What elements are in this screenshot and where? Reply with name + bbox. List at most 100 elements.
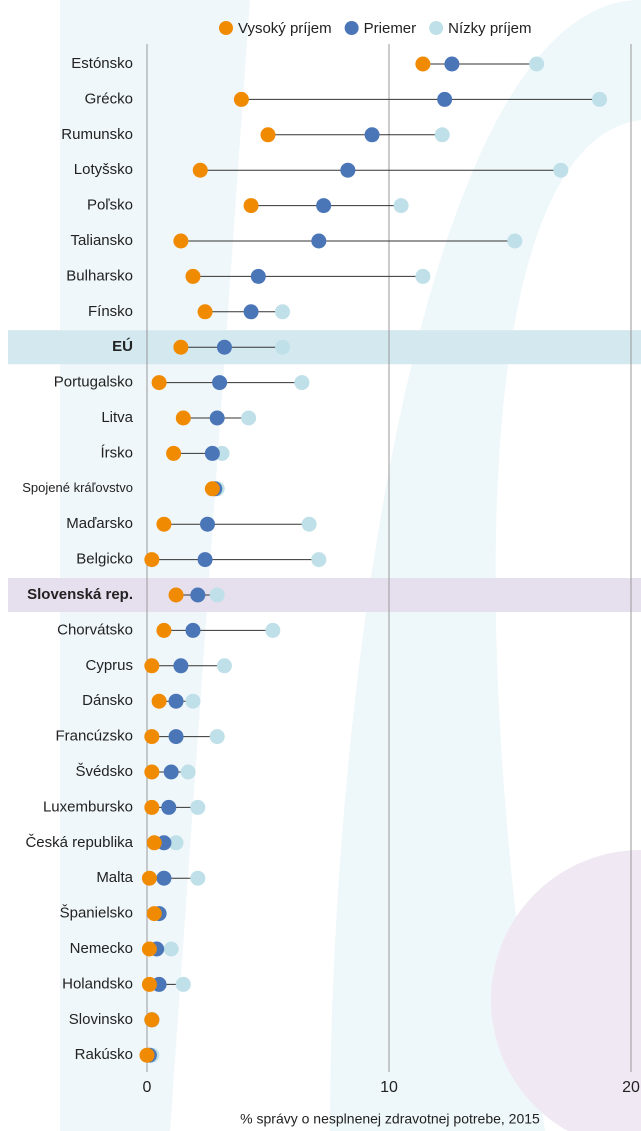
category-label: Litva xyxy=(101,409,133,426)
x-tick-label: 20 xyxy=(622,1079,640,1096)
dot xyxy=(243,304,259,320)
dot xyxy=(156,870,172,886)
dot xyxy=(311,552,327,568)
dot xyxy=(507,233,523,249)
dot xyxy=(209,729,225,745)
dot xyxy=(197,304,213,320)
dot xyxy=(275,339,291,355)
category-label: Maďarsko xyxy=(66,515,133,532)
category-label: Švédsko xyxy=(75,763,133,780)
dot xyxy=(209,410,225,426)
category-label: EÚ xyxy=(112,337,133,355)
category-label: Rumunsko xyxy=(61,126,133,143)
category-label: Portugalsko xyxy=(54,374,133,391)
dot xyxy=(144,1012,160,1028)
category-label: Slovinsko xyxy=(69,1011,133,1028)
dot xyxy=(190,799,206,815)
category-label: Slovenská rep. xyxy=(27,586,133,603)
category-label: Španielsko xyxy=(60,905,133,922)
legend-marker xyxy=(429,21,444,35)
dot xyxy=(393,198,409,214)
dot xyxy=(200,516,215,532)
dot xyxy=(434,127,450,143)
dot xyxy=(175,410,191,426)
dot xyxy=(144,658,160,674)
dot xyxy=(175,976,191,992)
dot xyxy=(415,56,431,72)
category-label: Taliansko xyxy=(70,232,133,249)
dot xyxy=(294,375,310,391)
dot xyxy=(212,375,228,391)
dot xyxy=(311,233,327,249)
dot xyxy=(275,304,291,320)
dot xyxy=(260,127,276,143)
dot xyxy=(216,658,232,674)
dot xyxy=(592,91,608,107)
category-label: Malta xyxy=(96,869,133,886)
decor-shape xyxy=(330,0,641,1131)
dot xyxy=(192,162,208,178)
category-label: Nemecko xyxy=(70,940,133,957)
category-label: Chorvátsko xyxy=(57,621,133,638)
dot xyxy=(209,587,225,603)
dot xyxy=(204,445,220,461)
dot xyxy=(163,941,179,957)
dot xyxy=(415,268,431,284)
dot xyxy=(141,870,157,886)
category-label: Poľsko xyxy=(87,197,133,214)
legend-label: Vysoký príjem xyxy=(238,20,332,37)
legend-marker xyxy=(344,21,359,35)
dot xyxy=(216,339,232,355)
dot xyxy=(204,481,220,497)
category-label: Česká republika xyxy=(25,834,133,851)
dot xyxy=(233,91,249,107)
category-label: Írsko xyxy=(100,444,133,461)
dot xyxy=(144,764,160,780)
category-label: Bulharsko xyxy=(66,267,133,284)
dot xyxy=(340,162,356,178)
dot xyxy=(316,198,332,214)
dot xyxy=(146,835,162,851)
dot xyxy=(144,552,160,568)
category-label: Fínsko xyxy=(88,303,133,320)
dot xyxy=(144,729,160,745)
dot xyxy=(173,233,189,249)
dot xyxy=(250,268,266,284)
dot xyxy=(144,799,160,815)
dot xyxy=(161,799,177,815)
dot xyxy=(190,587,206,603)
dot xyxy=(168,587,184,603)
dot xyxy=(173,658,189,674)
dot xyxy=(243,198,259,214)
category-label: Estónsko xyxy=(71,55,133,72)
dot xyxy=(553,162,569,178)
x-tick-label: 0 xyxy=(143,1079,152,1096)
legend-label: Priemer xyxy=(364,20,417,37)
category-label: Rakúsko xyxy=(75,1046,133,1063)
highlight-band xyxy=(8,330,641,365)
dot xyxy=(139,1047,155,1063)
dot xyxy=(156,516,172,532)
dot xyxy=(141,976,157,992)
dot xyxy=(190,870,206,886)
dot xyxy=(151,693,167,709)
legend-label: Nízky príjem xyxy=(448,20,531,37)
dot xyxy=(364,127,380,143)
dot xyxy=(168,693,184,709)
category-label: Cyprus xyxy=(85,657,133,674)
dot xyxy=(529,56,545,72)
legend-marker xyxy=(219,21,233,35)
dot xyxy=(151,375,167,391)
x-axis-label: % správy o nesplnenej zdravotnej potrebe… xyxy=(240,1111,540,1127)
dot xyxy=(173,339,189,355)
dot xyxy=(163,764,179,780)
dot xyxy=(156,622,172,638)
category-label: Lotyšsko xyxy=(74,161,133,178)
category-label: Belgicko xyxy=(76,551,133,568)
dot xyxy=(241,410,257,426)
dot xyxy=(185,622,201,638)
decor-shape xyxy=(491,850,641,1131)
category-label: Holandsko xyxy=(62,975,133,992)
category-label: Francúzsko xyxy=(55,728,133,745)
